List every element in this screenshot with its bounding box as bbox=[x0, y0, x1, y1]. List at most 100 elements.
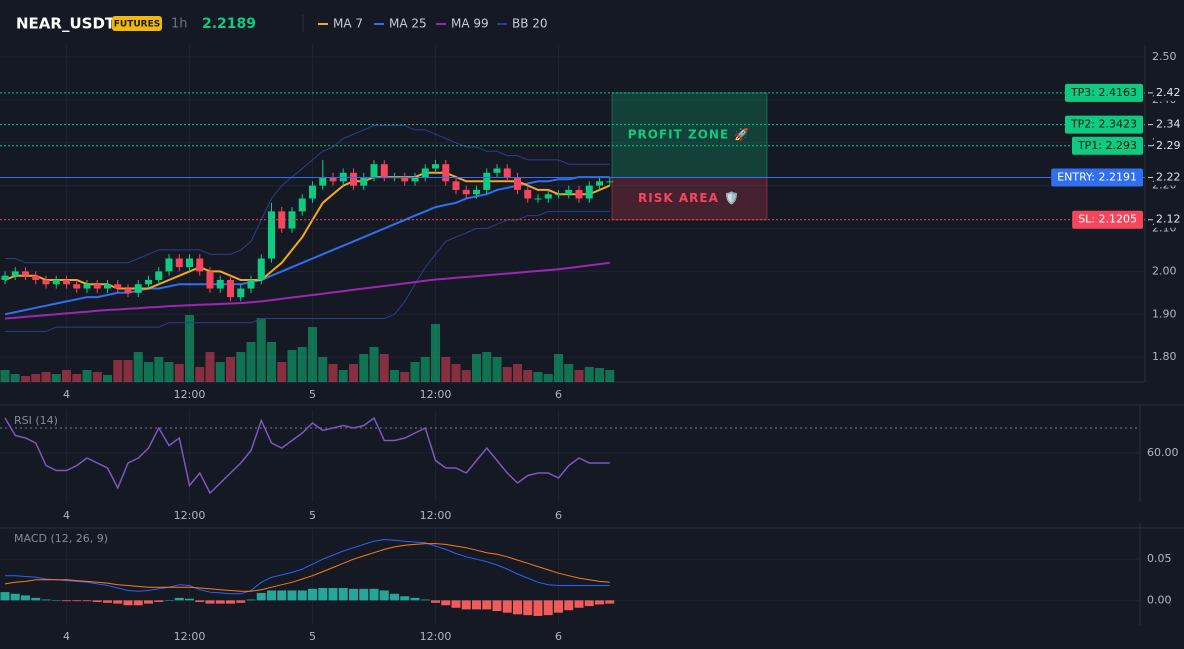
volume-bar bbox=[451, 364, 461, 382]
axis-tag-bg bbox=[1154, 169, 1184, 186]
interval: 1h bbox=[171, 17, 188, 32]
zone-label: PROFIT ZONE 🚀 bbox=[628, 128, 751, 142]
candle-body bbox=[319, 177, 327, 186]
bb-upper bbox=[5, 125, 610, 264]
volume-bar bbox=[369, 347, 379, 382]
candle-body bbox=[52, 279, 60, 285]
candle-body bbox=[350, 172, 357, 186]
x-tick-label: 12:00 bbox=[174, 630, 206, 643]
volume-bar bbox=[338, 370, 348, 382]
candle-body bbox=[309, 185, 316, 199]
level-axis-label: 2.22 bbox=[1156, 170, 1181, 183]
histogram-bar bbox=[369, 588, 379, 601]
candle-body bbox=[370, 164, 378, 178]
candle-body bbox=[42, 279, 50, 285]
candle-body bbox=[83, 284, 91, 289]
candle-body bbox=[442, 164, 450, 182]
volume-bar bbox=[195, 367, 205, 382]
volume-bar bbox=[185, 315, 194, 382]
candle-body bbox=[268, 211, 275, 259]
zone bbox=[611, 176, 768, 221]
volume-bar bbox=[113, 360, 123, 382]
pane-title: RSI (14) bbox=[14, 414, 58, 427]
y-tick-label: 1.90 bbox=[1152, 307, 1177, 320]
volume-bar bbox=[523, 370, 533, 382]
candle-body bbox=[11, 271, 19, 276]
candle-body bbox=[145, 279, 152, 285]
histogram-bar bbox=[256, 592, 266, 601]
y-tick-label: 2.50 bbox=[1152, 50, 1177, 63]
candle-body bbox=[63, 279, 70, 285]
histogram-bar bbox=[226, 600, 235, 604]
level-label: TP3: 2.4163 bbox=[1070, 86, 1137, 99]
histogram-bar bbox=[420, 599, 430, 601]
level-tag bbox=[1064, 83, 1143, 102]
level-axis-label: 2.29 bbox=[1156, 139, 1181, 152]
axis-tag-bg bbox=[1154, 116, 1184, 133]
histogram-bar bbox=[0, 592, 10, 601]
histogram-bar bbox=[338, 588, 348, 601]
zone bbox=[611, 92, 768, 178]
volume-bar bbox=[431, 324, 440, 382]
volume-bar bbox=[92, 372, 102, 382]
candle-body bbox=[401, 177, 409, 182]
volume-bar bbox=[215, 362, 225, 382]
histogram-bar bbox=[472, 600, 481, 610]
pane-title: MACD (12, 26, 9) bbox=[14, 532, 108, 545]
volume-bar bbox=[472, 354, 481, 382]
histogram-bar bbox=[10, 593, 20, 601]
candle-body bbox=[534, 198, 542, 200]
candle-body bbox=[503, 168, 511, 178]
zone-label: RISK AREA 🛡️ bbox=[638, 191, 740, 205]
volume-bar bbox=[328, 364, 338, 382]
histogram-bar bbox=[267, 590, 276, 601]
histogram-bar bbox=[431, 600, 440, 603]
histogram-bar bbox=[605, 600, 615, 604]
histogram-bar bbox=[318, 588, 328, 601]
level-axis-label: 2.12 bbox=[1156, 213, 1181, 226]
x-tick-label: 5 bbox=[309, 509, 316, 522]
symbol: NEAR_USDT bbox=[16, 15, 116, 33]
candle-body bbox=[514, 177, 521, 190]
ma-line bbox=[4, 176, 610, 316]
axis-tag-bg bbox=[1154, 211, 1184, 228]
histogram-bar bbox=[195, 600, 205, 602]
volume-bar bbox=[400, 372, 410, 382]
candle-body bbox=[114, 284, 122, 289]
candle-body bbox=[565, 189, 573, 195]
volume-bar bbox=[51, 374, 61, 382]
histogram-bar bbox=[379, 590, 389, 601]
axis-tag-bg bbox=[1154, 84, 1184, 101]
volume-bar bbox=[267, 342, 276, 382]
histogram-bar bbox=[523, 600, 533, 616]
volume-bar bbox=[420, 357, 430, 382]
candle-body bbox=[493, 168, 501, 173]
volume-bar bbox=[205, 352, 215, 382]
candle-body bbox=[575, 189, 583, 199]
histogram-bar bbox=[41, 599, 51, 601]
x-tick-label: 6 bbox=[555, 630, 562, 643]
volume-bar bbox=[236, 352, 246, 382]
level-label: TP2: 2.3423 bbox=[1070, 118, 1137, 131]
histogram-bar bbox=[482, 600, 492, 610]
candle-body bbox=[606, 181, 614, 183]
candle-body bbox=[134, 284, 142, 293]
histogram-bar bbox=[297, 590, 307, 601]
y-tick-label: 60.00 bbox=[1147, 446, 1179, 459]
volume-bar bbox=[154, 357, 164, 382]
x-tick-label: 4 bbox=[63, 630, 70, 643]
candle-body bbox=[257, 258, 265, 280]
histogram-bar bbox=[502, 600, 512, 613]
candle-body bbox=[298, 198, 306, 212]
volume-bar bbox=[41, 372, 51, 382]
volume-bar bbox=[554, 354, 563, 382]
histogram-bar bbox=[308, 588, 317, 601]
x-tick-label: 5 bbox=[309, 630, 316, 643]
histogram-bar bbox=[92, 600, 102, 602]
level-axis-label: 2.42 bbox=[1156, 86, 1181, 99]
candle-body bbox=[462, 189, 470, 195]
macd-line bbox=[5, 538, 610, 595]
candle-body bbox=[227, 279, 234, 298]
